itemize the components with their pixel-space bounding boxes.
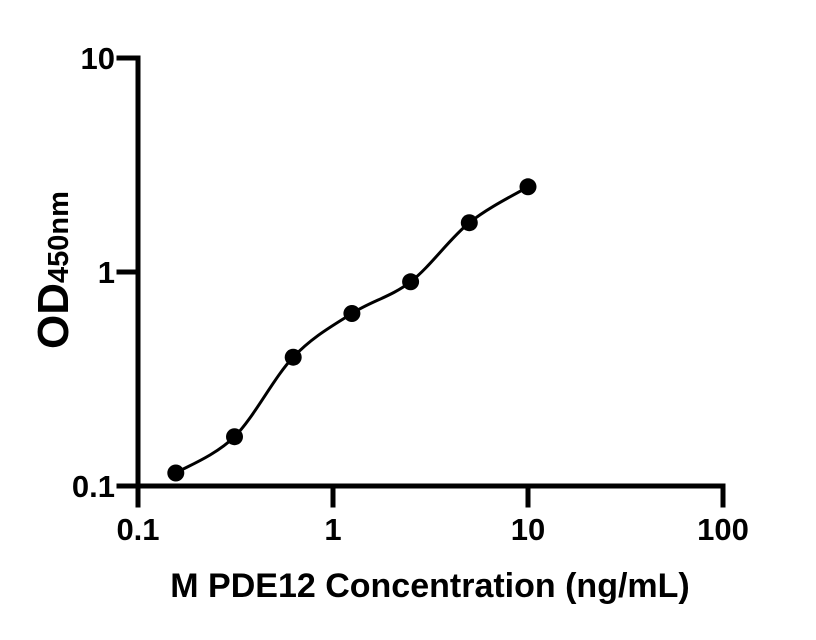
y-axis-title-subscript: 450nm bbox=[43, 191, 75, 283]
y-tick-label-1: 1 bbox=[97, 255, 115, 290]
y-axis-title: OD450nm bbox=[28, 120, 80, 420]
data-point bbox=[460, 214, 478, 232]
data-point bbox=[226, 428, 243, 446]
x-axis-title: M PDE12 Concentration (ng/mL) bbox=[170, 567, 690, 605]
x-tick-label-100: 100 bbox=[697, 512, 749, 547]
data-point bbox=[519, 178, 537, 196]
data-point bbox=[402, 273, 420, 291]
x-tick-label-10: 10 bbox=[510, 512, 546, 547]
x-tick-label-1: 1 bbox=[324, 512, 342, 547]
x-tick-label-0-1: 0.1 bbox=[116, 512, 160, 547]
y-axis-title-main: OD bbox=[29, 282, 78, 349]
fit-curve bbox=[175, 185, 529, 475]
y-tick-label-10: 10 bbox=[80, 41, 115, 76]
data-point bbox=[167, 464, 185, 482]
data-point bbox=[284, 348, 302, 366]
data-point bbox=[343, 305, 361, 322]
y-tick-label-0-1: 0.1 bbox=[71, 469, 115, 504]
